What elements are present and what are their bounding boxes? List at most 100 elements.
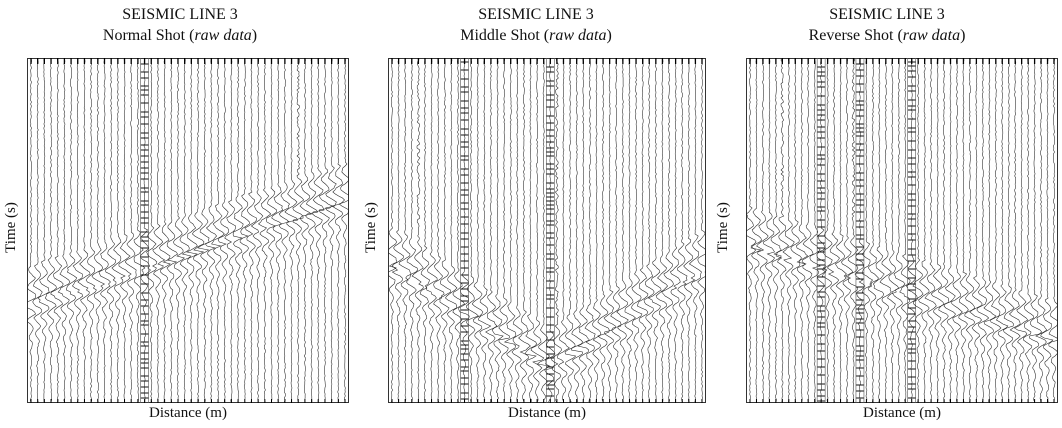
seismic-trace (610, 58, 622, 403)
seismic-trace (872, 58, 885, 403)
seismic-trace (1040, 58, 1054, 403)
seismic-trace (524, 58, 538, 403)
seismic-trace (139, 58, 151, 402)
seismic-trace (688, 58, 702, 403)
y-axis-label: Time (s) (714, 202, 731, 253)
seismic-trace (411, 58, 424, 402)
seismic-trace (445, 58, 458, 403)
chart-subtitle: Normal Shot (raw data) (102, 27, 258, 44)
seismic-trace (325, 58, 337, 403)
seismic-trace (597, 58, 610, 403)
plot-frame (388, 58, 706, 403)
seismic-trace (834, 58, 847, 403)
seismic-trace (616, 58, 629, 403)
seismic-trace (491, 58, 504, 403)
chart-title: SEISMIC LINE 3 (122, 6, 238, 23)
chart-subtitle: Reverse Shot (raw data) (808, 27, 966, 44)
seismic-trace (439, 58, 452, 403)
seismic-trace (338, 58, 349, 403)
y-axis-label: Time (s) (2, 202, 19, 253)
seismic-trace (331, 58, 345, 403)
seismic-trace (284, 58, 299, 403)
seismic-trace (405, 58, 419, 403)
seismic-trace (544, 58, 556, 403)
seismic-trace (790, 58, 802, 403)
seismic-trace (77, 58, 91, 402)
seismic-trace (105, 58, 117, 403)
seismic-trace (1035, 58, 1048, 403)
seismic-trace (584, 58, 596, 403)
seismic-trace (518, 58, 531, 403)
seismic-trace (924, 58, 937, 403)
noisy-trace-box (140, 58, 149, 403)
seismic-trace (124, 58, 137, 402)
x-axis-label: Distance (m) (149, 405, 227, 421)
seismic-trace (503, 58, 517, 402)
seismic-trace (426, 58, 438, 403)
seismic-trace (192, 58, 205, 403)
seismic-trace (197, 58, 210, 403)
seismic-trace (958, 58, 969, 403)
seismic-trace (775, 58, 790, 403)
seismic-trace (655, 58, 668, 403)
seismic-trace (990, 58, 1002, 403)
seismic-trace (179, 58, 192, 403)
seismic-trace (603, 58, 616, 402)
seismic-panel-normal: SEISMIC LINE 3 Normal Shot (raw data) Ti… (0, 0, 360, 428)
seismic-trace (398, 58, 412, 403)
seismic-trace (239, 58, 250, 403)
seismic-trace (899, 58, 911, 403)
seismic-trace (452, 58, 466, 403)
seismic-trace (271, 58, 284, 403)
seismic-trace (571, 58, 584, 403)
seismic-trace (697, 58, 706, 403)
seismic-trace (770, 58, 782, 403)
noisy-trace-box (907, 58, 917, 403)
seismic-trace (782, 58, 795, 403)
wiggle-plot (388, 58, 706, 403)
seismic-trace (1008, 58, 1021, 403)
seismic-trace (795, 58, 809, 403)
seismic-trace (166, 58, 179, 403)
seismic-trace (498, 58, 510, 403)
seismic-trace (969, 58, 983, 403)
seismic-trace (118, 58, 132, 403)
seismic-trace (485, 58, 498, 403)
noisy-trace-box (460, 58, 469, 403)
seismic-trace (826, 58, 840, 403)
seismic-trace (511, 58, 523, 403)
seismic-trace (312, 58, 325, 402)
seismic-trace (471, 58, 484, 403)
seismic-trace (133, 58, 146, 403)
noisy-trace-box (545, 58, 555, 403)
seismic-trace (278, 58, 290, 403)
seismic-trace (624, 58, 636, 403)
seismic-trace (85, 58, 97, 403)
seismic-trace (891, 58, 906, 403)
noisy-trace-box (855, 58, 865, 403)
seismic-trace (1002, 58, 1015, 403)
seismic-trace (930, 58, 945, 403)
chart-title: SEISMIC LINE 3 (478, 6, 594, 23)
seismic-trace (643, 58, 655, 403)
seismic-trace (854, 58, 866, 403)
seismic-trace (1023, 58, 1034, 403)
seismic-trace (669, 58, 681, 403)
seismic-trace (299, 58, 313, 403)
seismic-trace (564, 58, 577, 403)
seismic-trace (186, 58, 198, 403)
seismic-trace (976, 58, 990, 403)
seismic-panel-middle: SEISMIC LINE 3 Middle Shot (raw data) Ti… (360, 0, 712, 428)
seismic-trace (65, 58, 78, 403)
seismic-trace (530, 58, 545, 403)
seismic-trace (433, 58, 445, 403)
seismic-trace (152, 58, 166, 403)
x-axis-label: Distance (m) (863, 405, 941, 421)
seismic-trace (391, 58, 404, 403)
seismic-trace (32, 58, 43, 403)
seismic-trace (847, 58, 859, 403)
seismic-trace (146, 58, 158, 403)
seismic-trace (762, 58, 775, 403)
seismic-trace (905, 58, 918, 403)
seismic-trace (204, 58, 217, 403)
